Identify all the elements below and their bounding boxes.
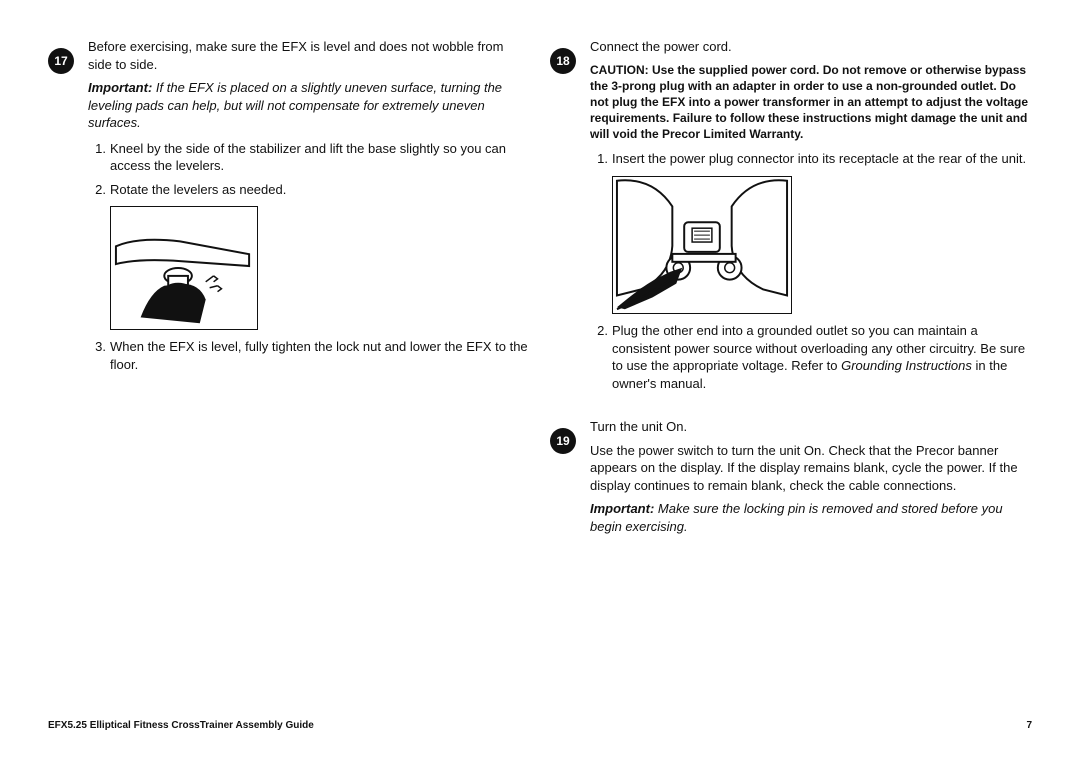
- step-badge-18: 18: [550, 48, 576, 74]
- step-badge-19: 19: [550, 428, 576, 454]
- footer-title: EFX5.25 Elliptical Fitness CrossTrainer …: [48, 720, 314, 731]
- list-item: Plug the other end into a grounded outle…: [590, 322, 1032, 392]
- step-18-list: Insert the power plug connector into its…: [590, 150, 1032, 168]
- step-17-list: Kneel by the side of the stabilizer and …: [88, 140, 530, 199]
- list-item: Kneel by the side of the stabilizer and …: [88, 140, 530, 175]
- step-19-intro: Turn the unit On.: [590, 418, 1032, 436]
- page-footer: EFX5.25 Elliptical Fitness CrossTrainer …: [48, 720, 1032, 731]
- list-item: Rotate the levelers as needed.: [88, 181, 530, 199]
- step-19-important: Important: Make sure the locking pin is …: [590, 500, 1032, 535]
- step-17-list-cont: When the EFX is level, fully tighten the…: [88, 338, 530, 373]
- step-19: 19 Turn the unit On. Use the power switc…: [550, 418, 1032, 543]
- list-item: Insert the power plug connector into its…: [590, 150, 1032, 168]
- power-cord-diagram: [612, 176, 792, 314]
- step-17-intro: Before exercising, make sure the EFX is …: [88, 38, 530, 73]
- step-18-intro: Connect the power cord.: [590, 38, 1032, 56]
- step-18: 18 Connect the power cord. CAUTION: Use …: [550, 38, 1032, 400]
- important-label: Important:: [88, 80, 152, 95]
- leveler-illustration-icon: [111, 206, 257, 330]
- grounding-ref: Grounding Instructions: [841, 358, 972, 373]
- leveler-diagram: [110, 206, 258, 330]
- list-item: When the EFX is level, fully tighten the…: [88, 338, 530, 373]
- important-label: Important:: [590, 501, 654, 516]
- column-right: 18 Connect the power cord. CAUTION: Use …: [550, 38, 1032, 562]
- step-18-list-cont: Plug the other end into a grounded outle…: [590, 322, 1032, 392]
- footer-page-number: 7: [1026, 720, 1032, 731]
- column-left: 17 Before exercising, make sure the EFX …: [48, 38, 530, 562]
- step-18-caution: CAUTION: Use the supplied power cord. Do…: [590, 62, 1032, 143]
- step-19-body: Use the power switch to turn the unit On…: [590, 442, 1032, 495]
- step-17-important: Important: If the EFX is placed on a sli…: [88, 79, 530, 132]
- step-badge-17: 17: [48, 48, 74, 74]
- power-cord-illustration-icon: [613, 176, 791, 314]
- two-column-layout: 17 Before exercising, make sure the EFX …: [48, 38, 1032, 562]
- step-17: 17 Before exercising, make sure the EFX …: [48, 38, 530, 381]
